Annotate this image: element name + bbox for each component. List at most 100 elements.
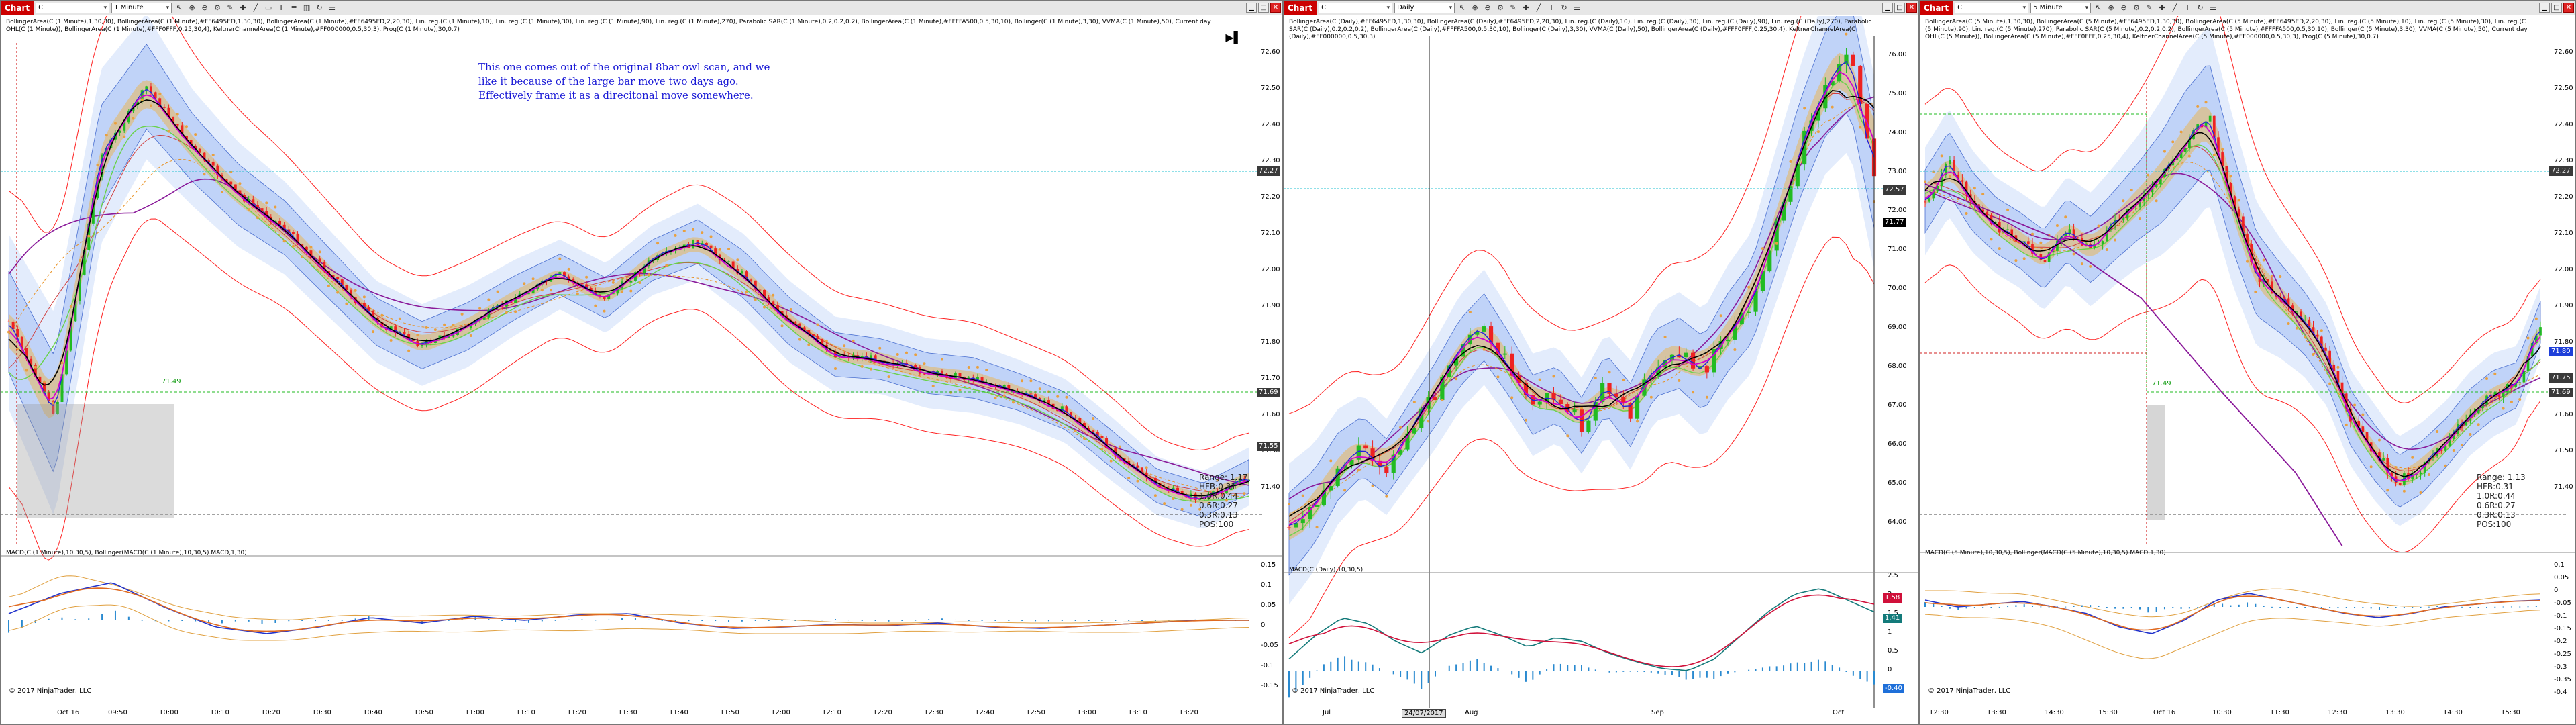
cursor-icon[interactable]: ↖ <box>2095 3 2102 12</box>
macd-histogram-bar <box>1302 671 1304 685</box>
candle-body <box>2332 364 2336 371</box>
candle-body <box>149 86 152 93</box>
zoom-out-icon[interactable]: ⊖ <box>2120 3 2127 12</box>
sar-dot <box>629 289 633 293</box>
text-tool-icon[interactable]: T <box>1549 3 1554 12</box>
close-icon[interactable]: ✕ <box>1270 3 1281 13</box>
interval-select[interactable]: 1 Minute <box>111 2 172 13</box>
macd-histogram-bar <box>2263 606 2265 607</box>
play-marker-icon[interactable]: ▶▌ <box>1225 31 1242 44</box>
macd-histogram-bar <box>2362 607 2364 608</box>
candle-body <box>1300 519 1305 524</box>
draw-pencil-icon[interactable]: ✎ <box>1510 3 1516 12</box>
macd-histogram-bar <box>2147 607 2149 613</box>
price-panel[interactable]: BollingerArea(C (Daily),#FF6495ED,1,30,3… <box>1284 16 1918 724</box>
sar-dot <box>309 246 313 249</box>
candle-body <box>607 294 611 299</box>
maximize-icon[interactable]: □ <box>1894 3 1905 13</box>
candle <box>203 152 206 162</box>
macd-histogram-bar <box>2387 607 2389 608</box>
candle-body <box>2419 472 2422 475</box>
candle <box>1502 346 1507 360</box>
candle <box>1145 469 1148 482</box>
price-panel[interactable]: BollingerArea(C (5 Minute),1,30,30), Bol… <box>1920 16 2575 724</box>
line-tool-icon[interactable]: ╱ <box>253 3 258 12</box>
candle-body <box>25 348 28 359</box>
crosshair-icon[interactable]: ✚ <box>1523 3 1529 12</box>
macd-histogram-bar <box>127 616 130 620</box>
macd-histogram-bar <box>1824 661 1826 671</box>
sar-dot <box>621 290 624 293</box>
properties-icon[interactable]: ⚙ <box>214 3 221 12</box>
instrument-select[interactable]: C <box>1319 2 1393 13</box>
zoom-in-icon[interactable]: ⊕ <box>189 3 195 12</box>
maximize-icon[interactable]: □ <box>2551 3 2562 13</box>
candle-body <box>30 358 33 366</box>
macd-histogram-bar <box>34 620 36 624</box>
copyright: © 2017 NinjaTrader, LLC <box>9 687 92 695</box>
fib-icon[interactable]: ≡ <box>291 3 297 12</box>
line-tool-icon[interactable]: ╱ <box>2172 3 2177 12</box>
candle-body <box>643 266 646 273</box>
ruler-icon[interactable]: ▭ <box>264 3 272 12</box>
minimize-icon[interactable]: ▁ <box>1882 3 1893 13</box>
interval-select[interactable]: Daily <box>1394 2 1455 13</box>
list-icon[interactable]: ☰ <box>2210 3 2217 12</box>
macd-histogram-bar <box>221 620 223 624</box>
candle-body <box>203 152 206 161</box>
text-tool-icon[interactable]: T <box>2185 3 2190 12</box>
sar-dot <box>113 122 117 125</box>
price-panel[interactable]: BollingerArea(C (1 Minute),1,30,30), Bol… <box>1 16 1282 724</box>
draw-pencil-icon[interactable]: ✎ <box>2146 3 2153 12</box>
macd-histogram-bar <box>1990 607 1992 608</box>
macd-histogram-bar <box>2056 606 2058 608</box>
macd-band-line <box>1924 610 2541 659</box>
maximize-icon[interactable]: □ <box>1258 3 1269 13</box>
list-icon[interactable]: ☰ <box>1574 3 1581 12</box>
refresh-icon[interactable]: ↻ <box>316 3 323 12</box>
text-tool-icon[interactable]: T <box>278 3 284 12</box>
crosshair-icon[interactable]: ✚ <box>2159 3 2165 12</box>
minimize-icon[interactable]: ▁ <box>1246 3 1257 13</box>
close-icon[interactable]: ✕ <box>1906 3 1917 13</box>
macd-histogram-bar <box>835 619 836 620</box>
sar-dot <box>923 362 926 365</box>
macd-histogram-bar <box>1831 665 1833 671</box>
candle-body <box>2336 371 2340 383</box>
candle-body <box>181 125 184 136</box>
refresh-icon[interactable]: ↻ <box>2197 3 2204 12</box>
sar-dot <box>282 240 286 243</box>
zoom-out-icon[interactable]: ⊖ <box>1484 3 1491 12</box>
instrument-select[interactable]: C <box>1955 2 2029 13</box>
sar-dot <box>736 258 739 262</box>
line-tool-icon[interactable]: ╱ <box>1536 3 1541 12</box>
cursor-icon[interactable]: ↖ <box>1459 3 1465 12</box>
candle-body <box>727 261 731 262</box>
sar-dot <box>1065 395 1068 399</box>
draw-pencil-icon[interactable]: ✎ <box>227 3 234 12</box>
list-icon[interactable]: ☰ <box>329 3 336 12</box>
properties-icon[interactable]: ⚙ <box>2133 3 2141 12</box>
instrument-select[interactable]: C <box>36 2 110 13</box>
cursor-icon[interactable]: ↖ <box>176 3 183 12</box>
zoom-out-icon[interactable]: ⊖ <box>201 3 208 12</box>
properties-icon[interactable]: ⚙ <box>1497 3 1504 12</box>
zoom-in-icon[interactable]: ⊕ <box>2108 3 2114 12</box>
minimize-icon[interactable]: ▁ <box>2539 3 2550 13</box>
macd-histogram-bar <box>1351 659 1353 671</box>
chart-style-icon[interactable]: ▥ <box>303 3 311 12</box>
zoom-in-icon[interactable]: ⊕ <box>1472 3 1478 12</box>
close-icon[interactable]: ✕ <box>2563 3 2574 13</box>
sar-dot <box>1002 394 1006 397</box>
candle-body <box>1065 406 1068 412</box>
crosshair-icon[interactable]: ✚ <box>240 3 246 12</box>
candle-body <box>1965 181 1968 195</box>
candle <box>1795 161 1800 189</box>
price-tick-label: 71.60 <box>2554 411 2573 418</box>
candle-body <box>1308 506 1312 520</box>
interval-select[interactable]: 5 Minute <box>2030 2 2092 13</box>
candle-body <box>1802 130 1807 165</box>
sar-dot <box>1524 418 1527 422</box>
refresh-icon[interactable]: ↻ <box>1561 3 1567 12</box>
macd-histogram-bar <box>1008 620 1010 621</box>
